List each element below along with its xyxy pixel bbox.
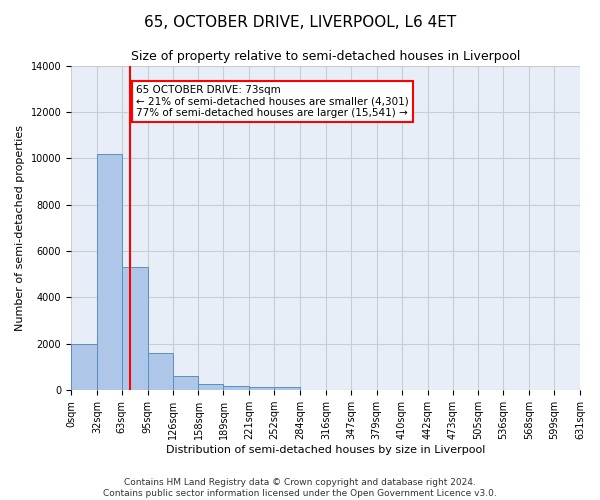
Bar bbox=[148, 353, 173, 390]
Bar bbox=[173, 376, 199, 390]
Bar bbox=[71, 344, 97, 390]
Bar bbox=[249, 386, 274, 390]
Bar bbox=[199, 384, 223, 390]
X-axis label: Distribution of semi-detached houses by size in Liverpool: Distribution of semi-detached houses by … bbox=[166, 445, 485, 455]
Bar bbox=[274, 387, 300, 390]
Text: Contains HM Land Registry data © Crown copyright and database right 2024.
Contai: Contains HM Land Registry data © Crown c… bbox=[103, 478, 497, 498]
Text: 65, OCTOBER DRIVE, LIVERPOOL, L6 4ET: 65, OCTOBER DRIVE, LIVERPOOL, L6 4ET bbox=[144, 15, 456, 30]
Bar bbox=[122, 268, 148, 390]
Title: Size of property relative to semi-detached houses in Liverpool: Size of property relative to semi-detach… bbox=[131, 50, 520, 63]
Bar bbox=[97, 154, 122, 390]
Text: 65 OCTOBER DRIVE: 73sqm
← 21% of semi-detached houses are smaller (4,301)
77% of: 65 OCTOBER DRIVE: 73sqm ← 21% of semi-de… bbox=[136, 84, 409, 118]
Y-axis label: Number of semi-detached properties: Number of semi-detached properties bbox=[15, 125, 25, 331]
Bar bbox=[223, 386, 249, 390]
